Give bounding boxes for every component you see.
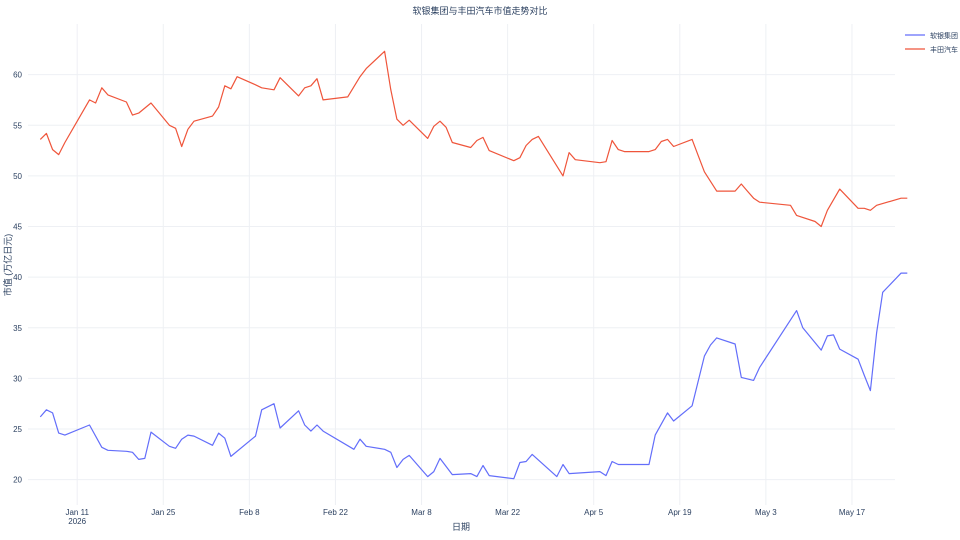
series-line-softbank[interactable] (39, 272, 908, 480)
x-axis-title: 日期 (452, 522, 470, 532)
x-tick-label: Apr 5 (584, 508, 604, 517)
legend-item-softbank[interactable]: 软银集团 (905, 31, 958, 40)
x-tick-label: Jan 25 (151, 508, 176, 517)
y-tick-label: 35 (13, 324, 22, 333)
y-axis-title: 市值 (万亿日元) (2, 234, 13, 297)
legend-label-toyota: 丰田汽车 (930, 45, 958, 54)
x-tick-label: Apr 19 (668, 508, 692, 517)
chart-title: 软银集团与丰田汽车市值走势对比 (412, 5, 547, 16)
series-layer (39, 50, 908, 480)
y-tick-label: 40 (13, 273, 22, 282)
y-tick-label: 50 (13, 172, 22, 181)
legend-label-softbank: 软银集团 (930, 31, 958, 40)
x-tick-label: Feb 8 (239, 508, 260, 517)
y-tick-label: 25 (13, 425, 22, 434)
x-tick-label: Jan 11 (65, 508, 89, 517)
series-line-toyota[interactable] (39, 50, 908, 228)
x-tick-label: Mar 22 (495, 508, 520, 517)
y-axis: 20 25 30 35 40 45 50 55 60 (13, 71, 22, 485)
y-tick-label: 45 (13, 223, 22, 232)
y-tick-label: 20 (13, 476, 22, 485)
y-tick-label: 30 (13, 374, 22, 383)
x-tick-sublabel: 2026 (68, 517, 86, 526)
grid (28, 24, 895, 505)
y-tick-label: 55 (13, 121, 22, 130)
legend-item-toyota[interactable]: 丰田汽车 (905, 45, 958, 54)
x-tick-label: May 17 (839, 508, 866, 517)
x-tick-label: Feb 22 (323, 508, 348, 517)
legend: 软银集团 丰田汽车 (905, 31, 958, 54)
y-tick-label: 60 (13, 71, 22, 80)
x-tick-label: Mar 8 (411, 508, 432, 517)
x-tick-label: May 3 (755, 508, 777, 517)
